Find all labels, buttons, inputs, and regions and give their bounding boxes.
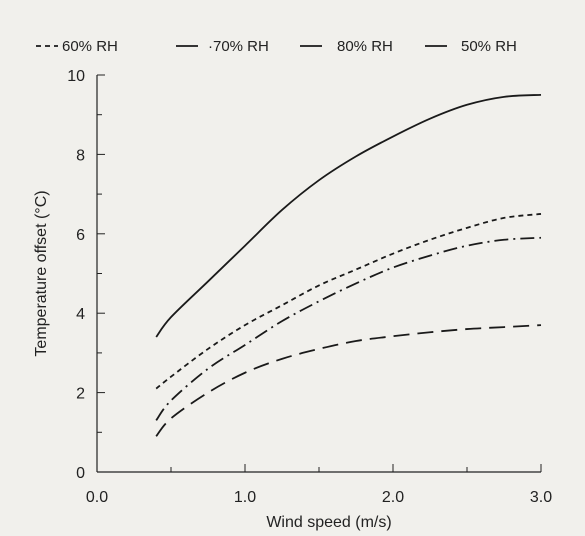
x-tick-label: 1.0 bbox=[234, 489, 256, 506]
x-tick-label: 3.0 bbox=[530, 489, 552, 506]
y-tick-label: 6 bbox=[76, 227, 85, 244]
series-line-1 bbox=[155, 236, 542, 421]
series-line-0 bbox=[155, 213, 542, 390]
series-layer bbox=[155, 93, 542, 437]
y-tick-label: 8 bbox=[76, 147, 85, 164]
x-axis-title: Wind speed (m/s) bbox=[266, 514, 391, 531]
series-line-3 bbox=[155, 93, 542, 338]
legend-label: 60% RH bbox=[62, 38, 118, 55]
legend-label: 50% RH bbox=[461, 38, 517, 55]
y-tick-label: 4 bbox=[76, 306, 85, 323]
legend: 60% RH ·70% RH 80% RH 50% RH bbox=[36, 38, 517, 55]
x-tick-label: 0.0 bbox=[86, 489, 108, 506]
x-tick-label: 2.0 bbox=[382, 489, 404, 506]
y-tick-label: 0 bbox=[76, 465, 85, 482]
legend-label: ·70% RH bbox=[208, 38, 269, 55]
y-tick-label: 10 bbox=[67, 68, 85, 85]
y-axis-title: Temperature offset (°C) bbox=[33, 190, 50, 356]
x-axis: 0.0 1.0 2.0 3.0 bbox=[86, 464, 552, 506]
y-tick-label: 2 bbox=[76, 386, 85, 403]
legend-label: 80% RH bbox=[337, 38, 393, 55]
y-axis: 0 2 4 6 8 10 bbox=[67, 68, 105, 482]
series-line-2 bbox=[155, 324, 542, 437]
